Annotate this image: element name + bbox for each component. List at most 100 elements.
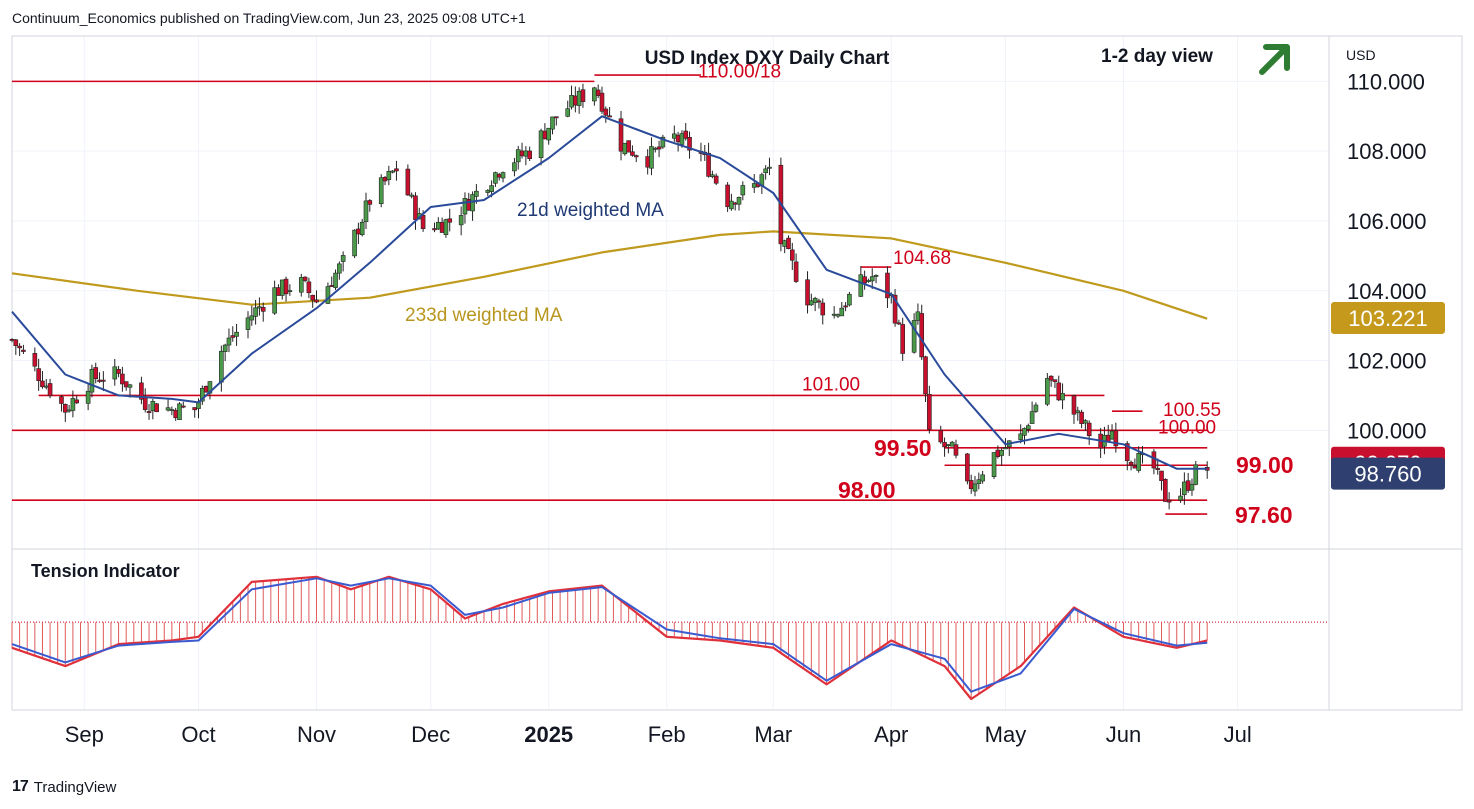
- candle-down: [120, 373, 125, 385]
- candle-up: [660, 136, 666, 148]
- wma233-line: [11, 230, 1208, 320]
- candle-up: [592, 87, 597, 102]
- candle-up: [550, 116, 555, 130]
- candle-down: [953, 444, 959, 456]
- candle-up: [222, 344, 228, 352]
- candle-up: [866, 280, 871, 282]
- wma233-label: 233d weighted MA: [405, 305, 563, 326]
- level-label: 99.50: [874, 435, 932, 461]
- time-tick-label: Jul: [1224, 722, 1252, 747]
- candle-down: [713, 175, 719, 184]
- candle-up: [999, 449, 1004, 456]
- candle-down: [40, 380, 45, 388]
- candle-up: [1045, 378, 1050, 405]
- candle-down: [439, 222, 445, 233]
- candle-down: [230, 335, 236, 338]
- candle-down: [1128, 461, 1134, 466]
- price-box-label: 103.221: [1348, 306, 1428, 331]
- candle-up: [729, 200, 734, 210]
- candle-down: [413, 195, 418, 220]
- candle-up: [946, 444, 951, 446]
- candle-down: [706, 152, 711, 177]
- candle-down: [101, 379, 106, 382]
- candle-down: [314, 299, 319, 303]
- candle-up: [576, 90, 582, 106]
- candle-up: [736, 197, 742, 205]
- candle-up: [831, 313, 837, 316]
- candle-up: [337, 263, 342, 274]
- candle-up: [976, 479, 982, 485]
- candle-down: [607, 115, 612, 118]
- candle-up: [1136, 453, 1141, 471]
- candle-down: [862, 276, 867, 284]
- candle-up: [546, 127, 551, 141]
- candle-down: [447, 218, 453, 223]
- candle-up: [515, 149, 521, 163]
- candle-up: [869, 276, 875, 282]
- candle-up: [523, 150, 529, 157]
- level-label: 100.00: [1158, 417, 1216, 438]
- currency-label: USD: [1346, 47, 1376, 63]
- candle-down: [1163, 479, 1168, 502]
- candle-up: [1109, 430, 1115, 440]
- candle-down: [1048, 375, 1054, 381]
- candle-down: [74, 399, 80, 404]
- price-tick-label: 110.000: [1347, 69, 1425, 94]
- candle-down: [896, 322, 902, 325]
- candle-down: [367, 200, 373, 205]
- candle-up: [1182, 481, 1187, 496]
- candle-down: [927, 394, 932, 430]
- level-label: 97.60: [1235, 502, 1293, 528]
- candle-down: [47, 383, 53, 397]
- price-box-label: 98.760: [1354, 462, 1421, 487]
- candle-up: [538, 130, 544, 158]
- price-axis: 110.000 108.000 106.000 104.000 102.000 100.0…: [1347, 69, 1427, 443]
- price-tick-label: 104.000: [1347, 279, 1427, 304]
- candle-down: [923, 356, 928, 395]
- candle-down: [420, 214, 426, 229]
- time-tick-label: May: [985, 722, 1027, 747]
- candle-up: [915, 311, 921, 321]
- price-tick-label: 102.000: [1347, 349, 1427, 374]
- candle-up: [1083, 420, 1088, 424]
- candle-up: [873, 275, 879, 277]
- candle-down: [968, 480, 974, 490]
- candle-up: [249, 315, 255, 321]
- candle-down: [786, 237, 791, 249]
- indicator-title: Tension Indicator: [31, 561, 180, 581]
- candle-down: [1155, 468, 1161, 470]
- chart-title: USD Index DXY Daily Chart: [645, 48, 890, 69]
- time-tick-label: 2025: [524, 722, 573, 747]
- candle-up: [652, 147, 658, 150]
- level-label: 99.00: [1236, 452, 1294, 478]
- time-tick-label: Sep: [65, 722, 104, 747]
- candle-up: [740, 185, 746, 196]
- candle-down: [329, 285, 335, 287]
- candle-down: [965, 453, 970, 482]
- candle-down: [645, 156, 650, 168]
- candle-down: [405, 168, 411, 196]
- candle-up: [325, 286, 331, 304]
- wma233-series: [11, 230, 1208, 320]
- price-box: [1331, 301, 1445, 334]
- candle-down: [820, 302, 826, 316]
- candle-down: [1113, 430, 1119, 447]
- level-label: 104.68: [893, 248, 951, 269]
- candle-down: [496, 174, 502, 178]
- candle-down: [382, 177, 388, 182]
- candle-down: [603, 108, 609, 116]
- candle-up: [363, 200, 369, 222]
- candle-up: [1025, 425, 1031, 430]
- level-label: 110.00/18: [698, 61, 781, 82]
- candle-up: [991, 452, 997, 477]
- candle-down: [1079, 411, 1084, 424]
- candle-up: [565, 108, 571, 117]
- time-tick-label: Oct: [181, 722, 215, 747]
- candle-down: [283, 278, 289, 295]
- time-axis: Sep Oct Nov Dec 2025 Feb Mar Apr May Jun Jul: [65, 722, 1252, 747]
- candle-up: [234, 331, 239, 337]
- time-tick-label: Mar: [754, 722, 792, 747]
- candle-up: [763, 168, 768, 174]
- candle-down: [1105, 434, 1111, 442]
